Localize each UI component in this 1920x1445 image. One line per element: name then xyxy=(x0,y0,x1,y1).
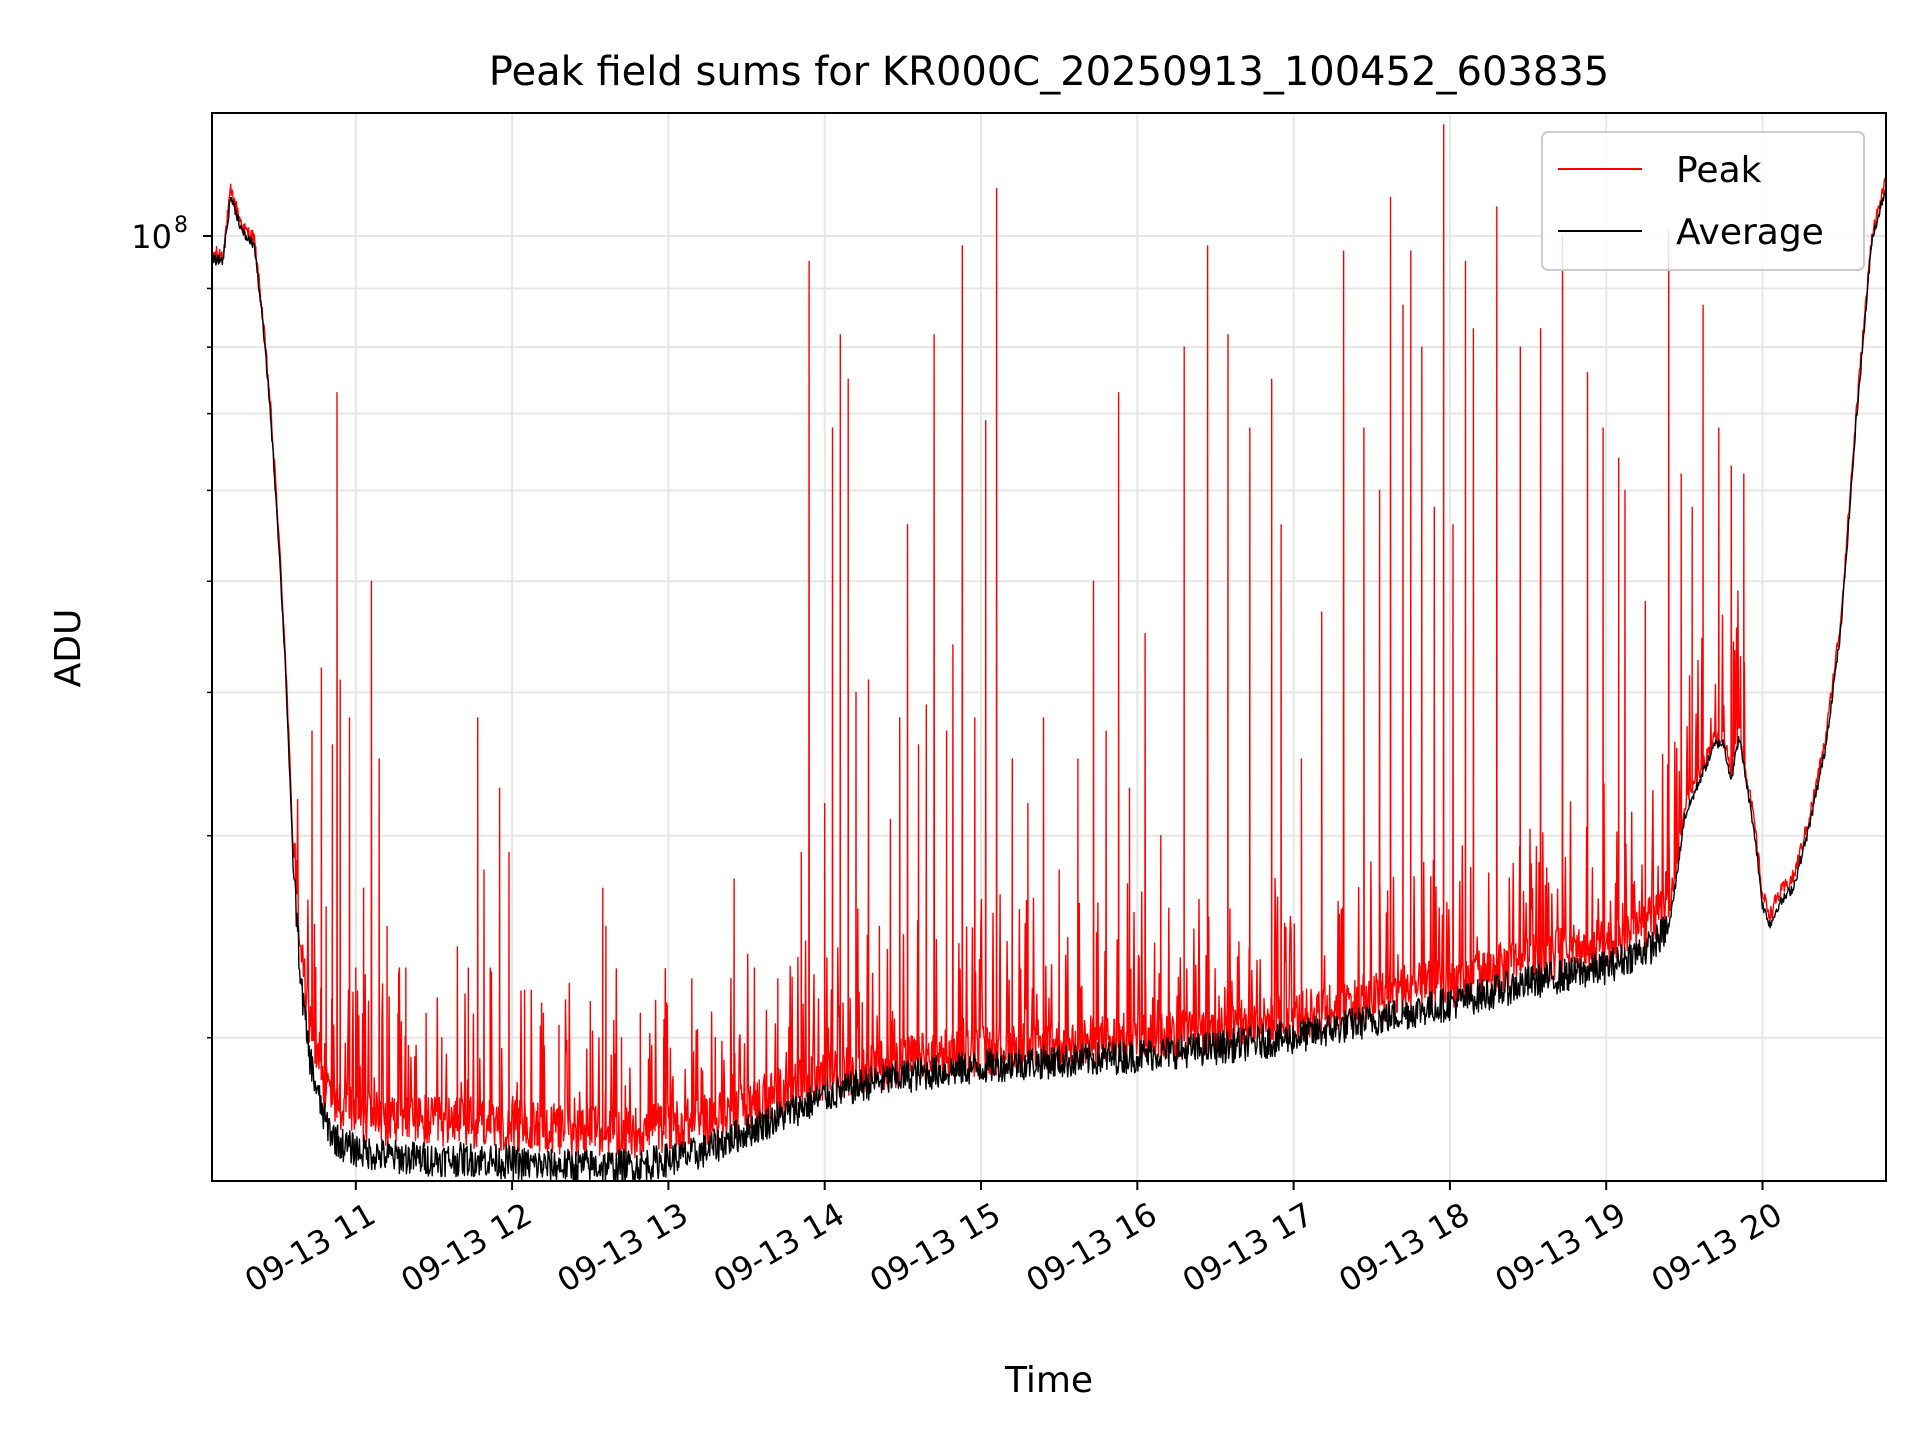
y-tick-label: 10 xyxy=(131,218,172,256)
series-line-average xyxy=(212,188,1886,1181)
legend-frame xyxy=(1541,131,1865,271)
series-line-peak xyxy=(212,124,1886,1159)
legend-label-peak: Peak xyxy=(1676,150,1762,191)
y-tick-label-exponent: 8 xyxy=(174,213,188,238)
chart-title: Peak field sums for KR000C_20250913_1004… xyxy=(489,49,1609,95)
plot-series-area xyxy=(212,124,1886,1181)
series-layer xyxy=(212,124,1886,1181)
legend: Peak Average xyxy=(1541,131,1865,271)
legend-label-average: Average xyxy=(1676,212,1824,253)
plot-frame xyxy=(211,112,1887,1182)
x-axis-label: Time xyxy=(1004,1360,1093,1401)
y-axis-label: ADU xyxy=(48,609,89,688)
